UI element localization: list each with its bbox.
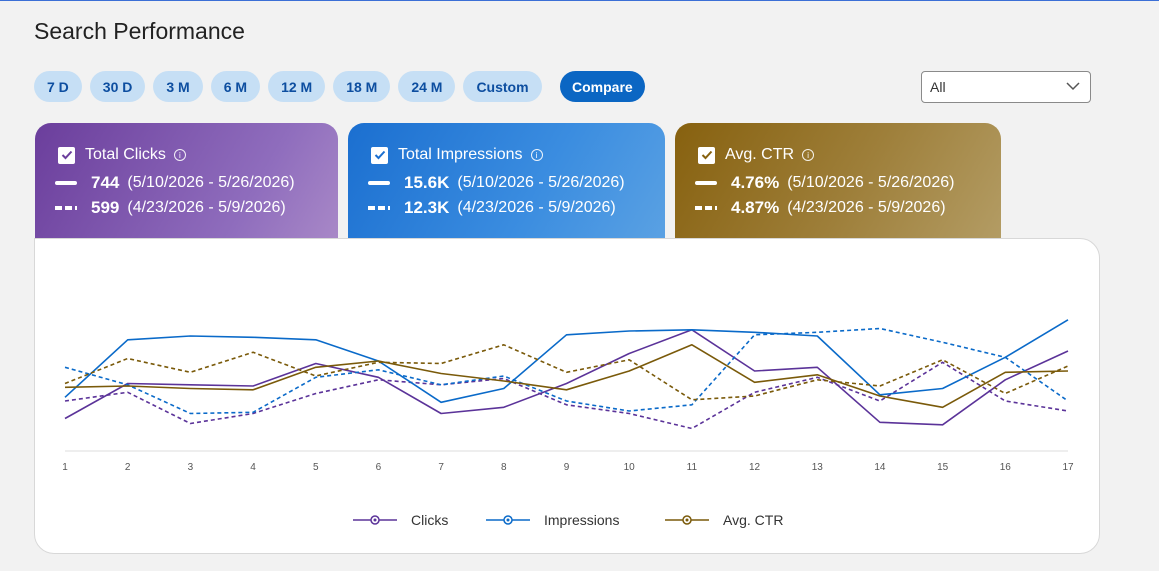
x-tick-label: 11 [687, 462, 698, 473]
range-3m-button[interactable]: 3 M [153, 71, 203, 102]
legend-marker-dot [685, 518, 689, 522]
x-tick-label: 13 [812, 462, 824, 473]
chevron-down-icon [1066, 82, 1080, 91]
impressions-current-value: 15.6K [404, 173, 450, 192]
x-tick-label: 12 [749, 462, 761, 473]
x-tick-label: 8 [501, 462, 507, 473]
range-24m-button[interactable]: 24 M [398, 71, 456, 102]
solid-line-swatch [695, 181, 717, 185]
impressions-checkbox[interactable] [371, 146, 388, 164]
info-icon[interactable]: i [173, 149, 186, 161]
page-title: Search Performance [34, 18, 245, 44]
checkmark-icon [374, 150, 385, 160]
clicks-previous-period: (4/23/2026 - 5/9/2026) [127, 199, 286, 216]
clicks-previous-row: 599 (4/23/2026 - 5/9/2026) [55, 198, 286, 218]
clicks-checkbox[interactable] [58, 146, 75, 164]
total-impressions-card[interactable]: Total Impressions i 15.6K (5/10/2026 - 5… [348, 123, 665, 239]
series-line-clicks-previous[interactable] [64, 361, 1069, 430]
x-tick-label: 16 [1000, 462, 1012, 473]
series-line-ctr-previous[interactable] [64, 344, 1069, 401]
info-icon[interactable]: i [802, 149, 815, 161]
ctr-previous-period: (4/23/2026 - 5/9/2026) [787, 199, 946, 216]
range-12m-button[interactable]: 12 M [268, 71, 326, 102]
ctr-current-value: 4.76% [731, 173, 780, 192]
x-tick-label: 15 [937, 462, 949, 473]
x-tick-label: 17 [1062, 462, 1074, 473]
impressions-previous-row: 12.3K (4/23/2026 - 5/9/2026) [368, 198, 616, 218]
dashed-line-swatch [368, 206, 390, 210]
legend-marker-dot [373, 518, 377, 522]
impressions-current-period: (5/10/2026 - 5/26/2026) [457, 174, 625, 191]
clicks-card-title: Total Clicks [85, 146, 166, 163]
range-6m-button[interactable]: 6 M [210, 71, 261, 102]
solid-line-swatch [55, 181, 77, 185]
legend-marker-dot [506, 518, 510, 522]
series-line-impressions-previous[interactable] [64, 327, 1069, 415]
legend-label: Impressions [544, 512, 619, 528]
clicks-current-row: 744 (5/10/2026 - 5/26/2026) [55, 173, 295, 193]
dashed-line-swatch [695, 206, 717, 210]
x-tick-label: 5 [313, 462, 319, 473]
x-tick-label: 3 [188, 462, 194, 473]
clicks-current-value: 744 [91, 173, 120, 192]
legend-item-impressions[interactable]: Impressions [486, 512, 619, 528]
x-tick-label: 6 [376, 462, 382, 473]
impressions-current-row: 15.6K (5/10/2026 - 5/26/2026) [368, 173, 625, 193]
filter-select[interactable]: All [921, 71, 1091, 103]
impressions-previous-period: (4/23/2026 - 5/9/2026) [457, 199, 616, 216]
range-18m-button[interactable]: 18 M [333, 71, 391, 102]
avg-ctr-card[interactable]: Avg. CTR i 4.76% (5/10/2026 - 5/26/2026)… [675, 123, 1001, 239]
x-tick-label: 7 [438, 462, 444, 473]
series-line-clicks-current[interactable] [64, 329, 1069, 426]
clicks-current-period: (5/10/2026 - 5/26/2026) [127, 174, 295, 191]
ctr-current-period: (5/10/2026 - 5/26/2026) [787, 174, 955, 191]
legend-item-ctr[interactable]: Avg. CTR [665, 512, 783, 528]
clicks-previous-value: 599 [91, 198, 120, 217]
ctr-previous-value: 4.87% [731, 198, 780, 217]
filter-select-value: All [930, 79, 946, 95]
range-7d-button[interactable]: 7 D [34, 71, 82, 102]
series-line-ctr-current[interactable] [64, 344, 1069, 409]
ctr-card-title: Avg. CTR [725, 146, 795, 163]
compare-button[interactable]: Compare [560, 71, 645, 102]
solid-line-swatch [368, 181, 390, 185]
x-tick-label: 1 [62, 462, 68, 473]
date-range-group: 7 D 30 D 3 M 6 M 12 M 18 M 24 M Custom [34, 71, 542, 102]
checkmark-icon [61, 150, 72, 160]
ctr-checkbox[interactable] [698, 146, 715, 164]
x-tick-label: 14 [874, 462, 886, 473]
legend-item-clicks[interactable]: Clicks [353, 512, 448, 528]
x-tick-label: 10 [624, 462, 636, 473]
legend-label: Avg. CTR [723, 512, 783, 528]
series-line-impressions-current[interactable] [64, 319, 1069, 404]
x-tick-label: 4 [250, 462, 256, 473]
x-tick-label: 2 [125, 462, 131, 473]
total-clicks-card[interactable]: Total Clicks i 744 (5/10/2026 - 5/26/202… [35, 123, 338, 239]
dashed-line-swatch [55, 206, 77, 210]
range-30d-button[interactable]: 30 D [89, 71, 146, 102]
ctr-current-row: 4.76% (5/10/2026 - 5/26/2026) [695, 173, 954, 193]
info-icon[interactable]: i [530, 149, 543, 161]
chart-panel: 1 2 3 4 5 6 7 8 9 10 11 12 13 14 15 16 17 Clicks Impressio… [34, 238, 1100, 554]
x-tick-label: 9 [564, 462, 570, 473]
impressions-previous-value: 12.3K [404, 198, 450, 217]
legend-label: Clicks [411, 512, 448, 528]
impressions-card-title: Total Impressions [398, 146, 523, 163]
range-custom-button[interactable]: Custom [463, 71, 542, 102]
ctr-previous-row: 4.87% (4/23/2026 - 5/9/2026) [695, 198, 946, 218]
checkmark-icon [701, 150, 712, 160]
